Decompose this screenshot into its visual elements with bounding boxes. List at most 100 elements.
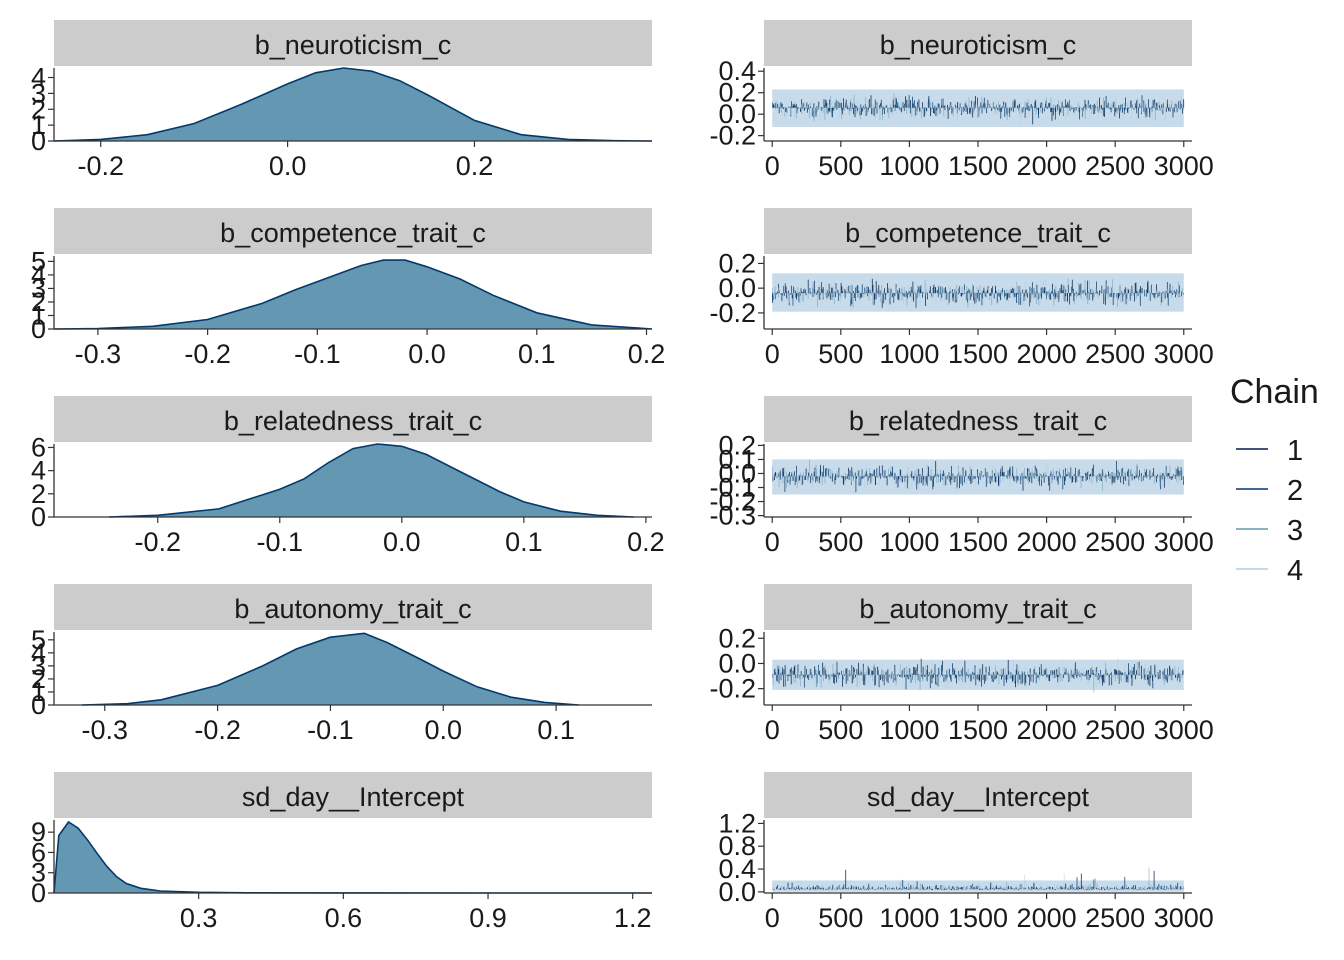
x-tick-label: 2500: [1085, 339, 1145, 369]
y-tick-label: -0.2: [709, 674, 756, 704]
y-tick-label: 3: [31, 78, 46, 108]
y-tick-label: 0.1: [718, 444, 756, 474]
density-panel: b_autonomy_trait_c -0.3 -0.2 -0.1 0.0 0.1 0123…: [31, 584, 652, 745]
x-tick-label: 2500: [1085, 903, 1145, 933]
density-area: [108, 444, 634, 517]
panel-title: b_competence_trait_c: [845, 218, 1111, 248]
trace-chain-4: [772, 278, 1184, 307]
density-line: [53, 67, 653, 142]
x-tick-label: 0: [765, 903, 780, 933]
y-tick-label: 0.0: [718, 273, 756, 303]
x-tick-label: 2000: [1017, 339, 1077, 369]
x-tick-label: 500: [818, 715, 863, 745]
x-tick-label: 1500: [948, 339, 1008, 369]
x-tick-label: 3000: [1154, 339, 1214, 369]
trace-panel: sd_day__Intercept 0 500 1000 1500 2000 2500 300…: [718, 772, 1214, 933]
density-area: [54, 822, 652, 893]
x-tick-label: -0.3: [75, 339, 122, 369]
x-tick-label: 2500: [1085, 715, 1145, 745]
y-tick-label: 5: [31, 246, 46, 276]
trace-chain-4: [772, 95, 1183, 125]
x-tick-label: 0.0: [408, 339, 446, 369]
x-tick-label: 3000: [1154, 151, 1214, 181]
panel-strip: [764, 20, 1192, 66]
panel-title: b_neuroticism_c: [255, 30, 452, 60]
y-tick-label: -0.2: [709, 298, 756, 328]
x-tick-label: 1000: [879, 151, 939, 181]
y-tick-label: 0.4: [718, 56, 756, 86]
x-tick-label: 0: [765, 339, 780, 369]
trace-chain-4: [773, 873, 1184, 891]
x-tick-label: -0.2: [77, 151, 124, 181]
density-line: [53, 259, 653, 330]
y-tick-label: -0.2: [709, 121, 756, 151]
y-tick-label: 0.2: [718, 78, 756, 108]
x-tick-label: 3000: [1154, 527, 1214, 557]
y-tick-label: 0.0: [718, 99, 756, 129]
legend-label: 3: [1287, 515, 1303, 547]
trace-chain-3: [772, 278, 1183, 308]
x-tick-label: 0.2: [456, 151, 494, 181]
x-tick-label: -0.1: [294, 339, 341, 369]
x-tick-label: 0.0: [424, 715, 462, 745]
y-tick-label: -0.2: [709, 487, 756, 517]
x-tick-label: 1500: [948, 527, 1008, 557]
y-tick-label: 2: [31, 287, 46, 317]
panel-strip: [764, 772, 1192, 818]
legend-item: 1: [1236, 435, 1303, 467]
y-tick-label: -0.3: [709, 501, 756, 531]
y-tick-label: 0.0: [718, 877, 756, 907]
panel-strip: [54, 20, 652, 66]
legend-title: Chain: [1230, 373, 1319, 411]
x-tick-label: 2000: [1017, 715, 1077, 745]
x-tick-label: 500: [818, 151, 863, 181]
legend-label: 4: [1287, 555, 1303, 587]
y-tick-label: 0: [31, 878, 46, 908]
x-tick-label: 1000: [879, 527, 939, 557]
x-tick-label: 500: [818, 903, 863, 933]
y-tick-label: 3: [31, 651, 46, 681]
x-tick-label: -0.2: [184, 339, 231, 369]
x-tick-label: 0: [765, 527, 780, 557]
panel-title: b_relatedness_trait_c: [849, 406, 1107, 436]
y-tick-label: 1.2: [718, 808, 756, 838]
density-panel: b_competence_trait_c -0.3 -0.2 -0.1 0.0 0.1 0.…: [31, 208, 665, 369]
trace-panel: b_competence_trait_c 0 500 1000 1500 2000 2500…: [709, 208, 1214, 369]
x-tick-label: 1500: [948, 903, 1008, 933]
y-tick-label: 0.2: [718, 430, 756, 460]
x-tick-label: 0.0: [269, 151, 307, 181]
density-line: [82, 632, 579, 706]
x-tick-label: 2000: [1017, 151, 1077, 181]
x-tick-label: 0.0: [383, 527, 421, 557]
panels-group: b_neuroticism_c-0.2 0.0 0.201234b_neurotic…: [31, 20, 1214, 933]
y-tick-label: 4: [31, 456, 46, 486]
trace-chain-4: [773, 658, 1184, 690]
y-tick-label: 4: [31, 638, 46, 668]
x-tick-label: -0.2: [194, 715, 241, 745]
x-tick-label: 0.1: [537, 715, 575, 745]
y-tick-label: 3: [31, 858, 46, 888]
trace-panel: b_autonomy_trait_c 0 500 1000 1500 2000 2500 30…: [709, 584, 1214, 745]
y-tick-label: 0.8: [718, 831, 756, 861]
x-tick-label: 2500: [1085, 151, 1145, 181]
density-panel: b_relatedness_trait_c -0.2 -0.1 0.0 0.1 0.2 02…: [31, 396, 665, 557]
x-tick-label: 500: [818, 527, 863, 557]
legend-label: 2: [1287, 475, 1303, 507]
x-tick-label: -0.3: [82, 715, 129, 745]
trace-panel: b_relatedness_trait_c 0 500 1000 1500 2000 250…: [709, 396, 1214, 557]
y-tick-label: 6: [31, 837, 46, 867]
x-tick-label: 2000: [1017, 903, 1077, 933]
x-tick-label: 0.1: [518, 339, 556, 369]
density-line: [108, 443, 634, 518]
y-tick-label: 0.0: [718, 458, 756, 488]
legend-item: 4: [1236, 555, 1303, 587]
x-tick-label: 0.6: [325, 903, 363, 933]
y-tick-label: 0.2: [718, 248, 756, 278]
x-tick-label: 1500: [948, 151, 1008, 181]
x-tick-label: 0: [765, 715, 780, 745]
legend: Chain 1 2 3 4: [1230, 373, 1319, 587]
y-tick-label: 0: [31, 126, 46, 156]
x-tick-label: 3000: [1154, 715, 1214, 745]
legend-item: 3: [1236, 515, 1303, 547]
